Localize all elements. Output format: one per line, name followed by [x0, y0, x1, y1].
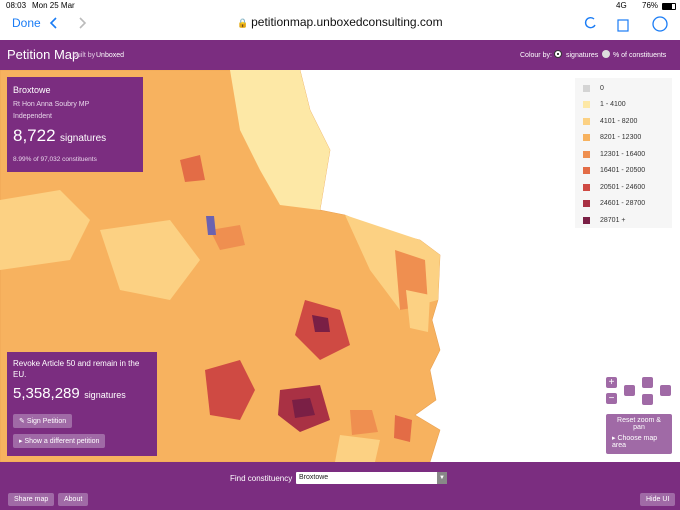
legend-swatch — [583, 117, 590, 125]
browser-icons[interactable] — [580, 14, 676, 34]
share-icon[interactable] — [617, 19, 629, 32]
brand[interactable]: Unboxed — [96, 52, 125, 59]
status-network: 4G — [616, 1, 627, 10]
choose-area-button[interactable]: ▸ Choose map area — [606, 431, 672, 454]
legend-swatch — [583, 101, 590, 109]
constituency-panel: Broxtowe Rt Hon Anna Soubry MP Independe… — [7, 77, 143, 172]
colour-by: Colour by: — [520, 52, 552, 59]
legend-item: 1 - 4100 — [575, 97, 672, 114]
option-signatures[interactable]: signatures — [566, 52, 599, 59]
party: Independent — [13, 113, 52, 120]
radio-signatures[interactable] — [554, 50, 562, 58]
built-by: built by — [73, 52, 96, 59]
status-date: Mon 25 Mar — [32, 1, 75, 10]
petition-count: 5,358,289 — [13, 385, 80, 402]
petition-panel: Revoke Article 50 and remain in the EU. … — [7, 352, 157, 456]
legend-swatch — [583, 183, 590, 191]
region — [230, 70, 330, 210]
find-label: Find constituency — [230, 474, 293, 483]
legend-label: 20501 - 24600 — [600, 183, 646, 191]
legend-item: 28701 + — [575, 212, 672, 229]
legend-label: 8201 - 12300 — [600, 134, 642, 142]
nav-arrows[interactable] — [48, 16, 88, 30]
legend-item: 20501 - 24600 — [575, 179, 672, 196]
reload-icon[interactable] — [584, 16, 596, 29]
app-header: Petition Map built by Unboxed Colour by:… — [0, 40, 680, 70]
legend-swatch — [583, 84, 590, 92]
legend-swatch — [583, 200, 590, 208]
reset-zoom-button[interactable]: Reset zoom & pan — [606, 414, 672, 434]
legend-swatch — [583, 216, 590, 224]
back-arrow[interactable] — [49, 17, 57, 29]
region — [350, 410, 378, 435]
constituency-share: 8.99% of 97,032 constituents — [13, 156, 97, 163]
done-button[interactable]: Done — [12, 16, 41, 30]
selected-constituency[interactable] — [206, 216, 216, 235]
legend-item: 12301 - 16400 — [575, 146, 672, 163]
constituency-name: Broxtowe — [13, 85, 51, 95]
radio-percent[interactable] — [602, 50, 610, 58]
status-time: 08:03 — [6, 1, 27, 10]
app-title: Petition Map — [7, 47, 80, 62]
constituency-count: 8,722 — [13, 126, 56, 145]
region — [394, 415, 412, 442]
option-percent[interactable]: % of constituents — [613, 52, 667, 59]
zoom-in[interactable]: + — [606, 377, 617, 388]
different-petition-button[interactable]: ▸ Show a different petition — [13, 434, 106, 448]
legend-item: 16401 - 20500 — [575, 163, 672, 180]
constituency-count-unit: signatures — [60, 133, 107, 144]
region — [180, 155, 205, 182]
legend-item: 4101 - 8200 — [575, 113, 672, 130]
constituency-select[interactable]: Broxtowe ▼ — [296, 472, 447, 484]
legend-swatch — [583, 167, 590, 175]
legend-item: 24601 - 28700 — [575, 196, 672, 213]
region — [312, 315, 330, 332]
legend-label: 12301 - 16400 — [600, 150, 646, 158]
forward-arrow — [79, 17, 87, 29]
sign-petition-label: Sign Petition — [26, 418, 67, 425]
hide-ui-button[interactable]: Hide UI — [640, 493, 676, 506]
compass-icon[interactable] — [652, 16, 668, 32]
pan-right[interactable] — [660, 385, 671, 396]
constituency-count-row: 8,722 signatures — [13, 126, 106, 146]
legend-label: 16401 - 20500 — [600, 167, 646, 175]
petition-title: Revoke Article 50 and remain in the EU. — [13, 359, 140, 379]
sign-petition-button[interactable]: ✎ Sign Petition — [13, 414, 73, 428]
region — [210, 225, 245, 250]
legend-label: 1 - 4100 — [600, 101, 626, 109]
status-battery: 76% — [642, 1, 659, 10]
legend-item: 8201 - 12300 — [575, 130, 672, 147]
mp-name: Rt Hon Anna Soubry MP — [13, 101, 90, 108]
zoom-out[interactable]: − — [606, 393, 617, 404]
choose-area-label: Choose map area — [612, 435, 658, 449]
petition-count-row: 5,358,289 signatures — [13, 385, 126, 403]
region — [292, 398, 315, 418]
region — [100, 220, 200, 300]
battery-icon — [662, 3, 676, 10]
region — [335, 435, 380, 462]
url[interactable]: 🔒 petitionmap.unboxedconsulting.com — [237, 15, 443, 29]
legend-label: 4101 - 8200 — [600, 117, 638, 125]
legend-swatch — [583, 134, 590, 142]
pan-down[interactable] — [642, 394, 653, 405]
pan-up[interactable] — [642, 377, 653, 388]
region — [0, 190, 90, 270]
pan-left[interactable] — [624, 385, 635, 396]
legend-label: 24601 - 28700 — [600, 200, 646, 208]
region — [205, 360, 255, 420]
about-button[interactable]: About — [58, 493, 89, 506]
legend-item: 0 — [575, 80, 672, 97]
legend-label: 0 — [600, 84, 604, 92]
url-text: petitionmap.unboxedconsulting.com — [251, 15, 443, 29]
legend: 0 1 - 4100 4101 - 8200 8201 - 12300 12301 - … — [575, 78, 672, 228]
selected-constituency-label: Broxtowe — [299, 474, 329, 481]
legend-label: 28701 + — [600, 216, 626, 224]
footer: Find constituency Broxtowe ▼ Share map Ab… — [0, 462, 680, 510]
region — [406, 290, 430, 332]
share-map-button[interactable]: Share map — [8, 493, 55, 506]
different-petition-label: Show a different petition — [24, 438, 100, 445]
legend-swatch — [583, 150, 590, 158]
petition-count-unit: signatures — [84, 390, 126, 400]
